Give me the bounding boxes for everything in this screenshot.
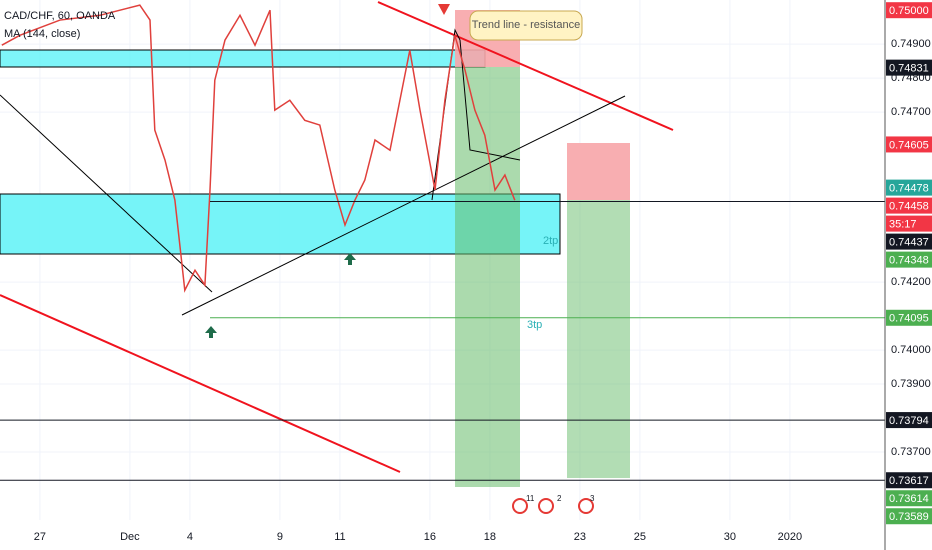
- chart-title: CAD/CHF, 60, OANDA: [4, 10, 116, 22]
- price-tag: [886, 233, 932, 250]
- price-tag-label: 0.74095: [889, 313, 929, 325]
- price-tag-label: 0.75000: [889, 5, 929, 17]
- trend-line: [181, 95, 626, 316]
- callout-text: Trend line - resistance: [472, 19, 580, 31]
- indicator-label: MA (144, close): [4, 28, 80, 40]
- price-axis: [885, 0, 932, 550]
- price-tag: [886, 179, 932, 196]
- series: [0, 4, 885, 481]
- price-tag: [886, 136, 932, 153]
- price-tag: [886, 472, 932, 489]
- price-tag: [886, 251, 932, 268]
- price-line: [1, 4, 516, 293]
- y-tick-label: 0.74000: [891, 344, 931, 356]
- x-tick-label: 18: [484, 531, 496, 543]
- x-tick-label: 11: [334, 531, 345, 543]
- price-tag: [886, 197, 932, 214]
- price-tag-label: 0.73617: [889, 475, 929, 487]
- grid: [0, 0, 885, 520]
- trend-line: [0, 94, 213, 293]
- price-tag-label: 35:17: [889, 219, 917, 231]
- y-tick-label: 0.73900: [891, 378, 931, 390]
- x-tick-label: 25: [634, 531, 646, 543]
- target-zone: [567, 200, 630, 478]
- event-icon[interactable]: [512, 498, 528, 514]
- callout: [469, 10, 583, 41]
- event-count: 3: [590, 494, 595, 503]
- price-tag-label: 0.74458: [889, 201, 929, 213]
- price-tag-label: 0.74605: [889, 139, 929, 151]
- arrow-down: [438, 4, 450, 15]
- x-tick-label: 30: [724, 531, 736, 543]
- trend-line: [377, 1, 674, 131]
- x-tick-label: 9: [277, 531, 283, 543]
- drawings: [0, 1, 674, 487]
- price-tag: [886, 412, 932, 429]
- y-tick-label: 0.73700: [891, 446, 931, 458]
- price-tag-label: 0.73589: [889, 511, 929, 523]
- x-tick-label: 16: [424, 531, 436, 543]
- arrow-up: [344, 253, 356, 265]
- price-tag-label: 0.73794: [889, 415, 929, 427]
- price-tag: [886, 490, 932, 507]
- x-tick-label: 27: [34, 531, 46, 543]
- trend-line: [0, 294, 401, 473]
- price-tag-label: 0.73614: [889, 493, 929, 505]
- y-tick-label: 0.74200: [891, 276, 931, 288]
- stop-zone: [567, 143, 630, 200]
- event-count: 11: [526, 494, 535, 503]
- target-zone: [455, 67, 520, 487]
- time-axis: [0, 522, 932, 550]
- event-icon[interactable]: [578, 498, 594, 514]
- price-tag-label: 0.74478: [889, 183, 929, 195]
- price-tag-label: 0.74831: [889, 63, 929, 75]
- event-count: 2: [557, 494, 562, 503]
- price-tag: [886, 309, 932, 326]
- price-tag: [886, 508, 932, 525]
- y-tick-label: 0.74700: [891, 106, 931, 118]
- arrow-up: [205, 326, 217, 338]
- price-tag-label: 0.74348: [889, 255, 929, 267]
- x-tick-label: Dec: [120, 531, 140, 543]
- event-icon[interactable]: [538, 498, 554, 514]
- annotation: 3tp: [527, 319, 542, 331]
- annotation: 2tp: [543, 235, 558, 247]
- price-tag: [886, 215, 932, 232]
- price-tag: [886, 59, 932, 76]
- x-tick-label: 2020: [778, 531, 802, 543]
- x-tick-label: 23: [574, 531, 586, 543]
- x-tick-label: 4: [187, 531, 193, 543]
- y-tick-label: 0.74900: [891, 38, 931, 50]
- price-tag-label: 0.74437: [889, 237, 929, 249]
- price-tag: [886, 2, 932, 19]
